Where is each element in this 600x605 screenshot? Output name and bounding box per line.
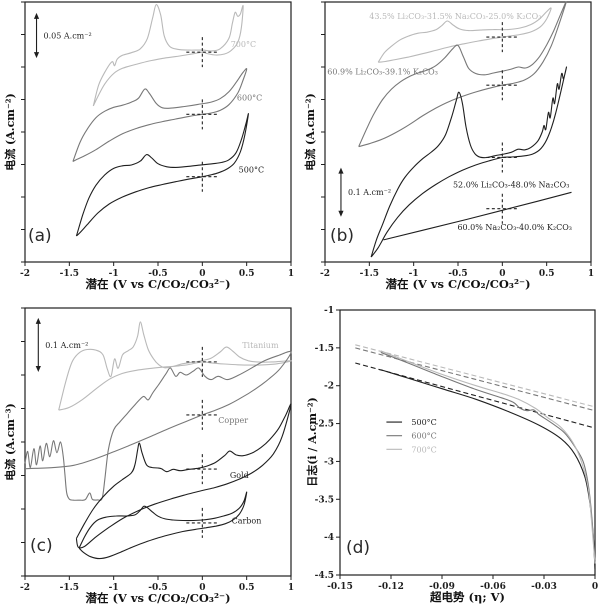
series-60-9-li-co-39-1-k-co- bbox=[358, 1, 567, 148]
panel-a-letter: (a) bbox=[28, 226, 52, 246]
x-tick-label: -1.5 bbox=[60, 269, 79, 279]
panel-c-letter: (c) bbox=[30, 536, 53, 556]
x-tick-label: 0 bbox=[199, 583, 205, 593]
series-700-c bbox=[380, 350, 596, 564]
curve-label: Titanium bbox=[242, 341, 279, 350]
series-60-0-na-co-40-0-k-co- bbox=[383, 191, 572, 241]
x-tick-label: 0.5 bbox=[539, 269, 555, 279]
curve-label: Gold bbox=[230, 471, 249, 480]
panel-d-plot: -0.15 -0.12 -0.09 -0.06 -0.03 0 -1 -1.5 -2 -2.5 -3… bbox=[315, 306, 599, 592]
series-600-c-tafel-fit bbox=[355, 347, 596, 412]
panel-c-x-axis-label: 潜在 (V vs C/CO₂/CO₃²⁻) bbox=[85, 591, 231, 605]
scale-bar-arrow-down-icon bbox=[33, 52, 40, 59]
panel-b-plot: -2 -1.5 -1 -0.5 0 0.5 1 0.1 A.cm⁻² 43.5% Li₂CO₃-… bbox=[320, 1, 594, 279]
y-tick-label: -4.5 bbox=[315, 571, 334, 581]
panel-a: -2 -1.5 -1 -0.5 0 0.5 1 0.05 A.cm⁻² 700°C 600°C 50… bbox=[0, 0, 300, 300]
series-700-c bbox=[92, 4, 244, 107]
x-tick-label: 1 bbox=[288, 583, 294, 593]
y-tick-label: -4 bbox=[324, 533, 334, 543]
y-tick-label: -1.5 bbox=[315, 344, 334, 354]
panel-b-letter: (b) bbox=[330, 226, 355, 246]
panel-a-y-axis-label: 电流 (A.cm⁻²) bbox=[4, 93, 17, 171]
x-tick-label: -1.5 bbox=[60, 583, 79, 593]
x-tick-label: 1 bbox=[288, 269, 294, 279]
x-tick-label: 0.5 bbox=[239, 583, 255, 593]
x-tick-label: 0.5 bbox=[239, 269, 255, 279]
y-tick-label: -1 bbox=[324, 306, 334, 316]
curve-label: 500°C bbox=[239, 166, 264, 175]
x-tick-label: -2 bbox=[20, 269, 30, 279]
series-600-c bbox=[72, 68, 248, 163]
panel-b-y-axis-label: 电流 (A.cm⁻²) bbox=[304, 93, 317, 171]
legend-label: 600°C bbox=[411, 432, 436, 441]
scale-bar-label: 0.05 A.cm⁻² bbox=[44, 32, 92, 41]
panel-d-y-axis-label: 日志(i / A.cm⁻²) bbox=[306, 397, 319, 487]
scale-bar-label: 0.1 A.cm⁻² bbox=[348, 188, 391, 197]
panel-d-letter: (d) bbox=[346, 538, 371, 558]
x-tick-label: -2 bbox=[20, 583, 30, 593]
curve-label: 52.0% Li₂CO₃-48.0% Na₂CO₃ bbox=[453, 181, 569, 190]
series-gold bbox=[75, 403, 292, 549]
curve-label: 600°C bbox=[237, 93, 262, 102]
scale-bar-arrow-up-icon bbox=[338, 167, 344, 174]
curve-label: 60.9% Li₂CO₃-39.1% K₂CO₃ bbox=[327, 67, 438, 76]
scale-bar-arrow-down-icon bbox=[35, 366, 41, 373]
legend-label: 500°C bbox=[411, 418, 436, 427]
series-500-c bbox=[380, 369, 596, 569]
x-tick-label: 0 bbox=[499, 269, 505, 279]
x-tick-label: -1 bbox=[409, 269, 419, 279]
x-tick-label: -0.12 bbox=[378, 582, 404, 592]
series-500-c bbox=[75, 113, 249, 237]
y-tick-label: -2 bbox=[324, 382, 334, 392]
curve-label: 43.5% Li₂CO₃-31.5% Na₂CO₃-25.0% K₂CO₃ bbox=[369, 12, 541, 21]
x-tick-label: -0.5 bbox=[148, 269, 167, 279]
x-tick-label: -0.09 bbox=[429, 582, 455, 592]
scale-bar-arrow-down-icon bbox=[338, 210, 344, 217]
panel-b: -2 -1.5 -1 -0.5 0 0.5 1 0.1 A.cm⁻² 43.5% Li₂CO₃-… bbox=[300, 0, 600, 300]
panel-b-x-axis-label: 潜在 (V vs C/CO₂/CO₃²⁻) bbox=[385, 277, 531, 291]
panel-c-plot: -2 -1.5 -1 -0.5 0 0.5 1 0.1 A.cm⁻² Titanium Coppe… bbox=[20, 307, 294, 593]
x-tick-label: -0.15 bbox=[327, 582, 353, 592]
series-600-c bbox=[380, 351, 596, 560]
series-43-5-li-co-31-5-na-co-25-0-k-co- bbox=[377, 7, 552, 63]
scale-bar-label: 0.1 A.cm⁻² bbox=[45, 341, 88, 350]
panel-d: -0.15 -0.12 -0.09 -0.06 -0.03 0 -1 -1.5 -2 -2.5 -3… bbox=[300, 300, 600, 605]
panel-c: -2 -1.5 -1 -0.5 0 0.5 1 0.1 A.cm⁻² Titanium Coppe… bbox=[0, 300, 300, 605]
x-tick-label: -0.5 bbox=[148, 583, 167, 593]
scale-bar-arrow-up-icon bbox=[33, 12, 40, 19]
x-tick-label: 0 bbox=[592, 582, 598, 592]
scale-bar-arrow-up-icon bbox=[35, 317, 41, 324]
panel-a-x-axis-label: 潜在 (V vs C/CO₂/CO₃²⁻) bbox=[85, 277, 231, 291]
panel-c-y-axis-label: 电流 (A.cm⁻³) bbox=[4, 403, 17, 481]
series-titanium bbox=[58, 321, 292, 411]
x-tick-label: -1.5 bbox=[360, 269, 379, 279]
x-tick-label: -2 bbox=[320, 269, 330, 279]
y-tick-label: -2.5 bbox=[315, 420, 334, 430]
x-tick-label: -0.5 bbox=[448, 269, 467, 279]
plot-frame bbox=[339, 309, 596, 576]
series-52-0-li-co-48-0-na-co- bbox=[370, 66, 568, 258]
series-700-c-tafel-fit bbox=[355, 344, 596, 408]
y-tick-label: -3 bbox=[324, 457, 334, 467]
x-tick-label: 0 bbox=[199, 269, 205, 279]
series-copper bbox=[24, 350, 292, 501]
x-tick-label: -0.03 bbox=[531, 582, 557, 592]
x-tick-label: -1 bbox=[109, 269, 119, 279]
series-carbon bbox=[78, 491, 248, 560]
curve-label: Carbon bbox=[232, 517, 262, 526]
curve-label: 60.0% Na₂CO₃-40.0% K₂CO₃ bbox=[457, 223, 572, 232]
legend-label: 700°C bbox=[411, 445, 436, 454]
curve-label: 700°C bbox=[231, 40, 256, 49]
x-tick-label: -0.06 bbox=[480, 582, 506, 592]
x-tick-label: -1 bbox=[109, 583, 119, 593]
y-tick-label: -3.5 bbox=[315, 495, 334, 505]
x-tick-label: 1 bbox=[588, 269, 594, 279]
curve-label: Copper bbox=[218, 416, 248, 425]
panel-a-plot: -2 -1.5 -1 -0.5 0 0.5 1 0.05 A.cm⁻² 700°C 600°C 50… bbox=[20, 1, 294, 279]
panel-d-x-axis-label: 超电势 (η; V) bbox=[430, 590, 505, 604]
